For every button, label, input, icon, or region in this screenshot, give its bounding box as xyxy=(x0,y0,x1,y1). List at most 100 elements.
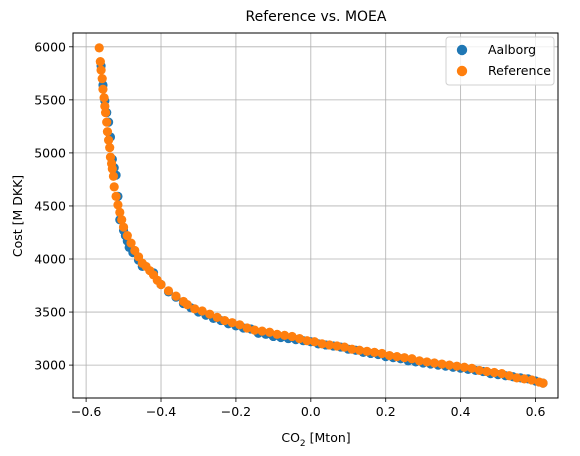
point-reference xyxy=(103,135,114,145)
x-tick-label: 0.2 xyxy=(376,404,396,419)
point-reference xyxy=(452,361,462,371)
point-reference xyxy=(99,93,109,103)
point-reference xyxy=(220,315,230,326)
point-reference xyxy=(235,320,245,330)
x-tick-label: −0.2 xyxy=(221,404,251,419)
y-tick-label: 3500 xyxy=(34,305,66,320)
x-tick-label: −0.4 xyxy=(146,404,176,419)
point-reference xyxy=(156,279,166,290)
point-reference xyxy=(538,378,548,388)
point-reference xyxy=(467,363,477,373)
point-reference xyxy=(212,312,222,322)
point-reference xyxy=(354,345,365,355)
point-reference xyxy=(100,107,111,118)
point-reference xyxy=(105,142,115,153)
point-reference xyxy=(302,336,312,346)
point-reference xyxy=(482,366,492,377)
point-reference xyxy=(512,373,522,383)
point-reference xyxy=(163,286,174,296)
point-reference xyxy=(444,360,454,370)
legend-label-aalborg: Aalborg xyxy=(488,42,536,57)
point-reference xyxy=(107,164,117,174)
point-reference xyxy=(94,43,104,53)
y-tick-label: 5500 xyxy=(34,92,66,107)
point-reference xyxy=(108,171,119,181)
point-reference xyxy=(242,323,252,333)
legend-box xyxy=(445,36,555,86)
point-reference xyxy=(126,238,136,248)
point-reference xyxy=(332,341,342,351)
point-reference xyxy=(474,365,484,376)
point-reference xyxy=(422,357,432,367)
legend-marker-aalborg xyxy=(456,44,468,56)
point-reference xyxy=(309,337,320,347)
point-reference xyxy=(384,350,395,361)
point-reference xyxy=(437,359,447,369)
point-reference xyxy=(429,358,440,368)
point-reference xyxy=(102,117,112,127)
y-tick-label: 5000 xyxy=(34,145,66,160)
point-reference xyxy=(362,346,372,356)
point-reference xyxy=(280,330,290,340)
point-reference xyxy=(182,300,192,310)
point-reference xyxy=(377,348,387,359)
plot-frame xyxy=(72,32,559,399)
point-reference xyxy=(95,57,105,67)
point-reference xyxy=(399,353,410,363)
point-reference xyxy=(115,207,125,217)
point-reference xyxy=(109,182,119,192)
point-reference xyxy=(171,291,181,301)
x-axis-label: CO2 [Mton] xyxy=(281,430,350,449)
point-reference xyxy=(98,84,108,94)
point-reference xyxy=(287,331,297,342)
point-reference xyxy=(197,306,207,316)
x-tick-label: −0.6 xyxy=(71,404,101,419)
point-reference xyxy=(102,127,113,137)
point-reference xyxy=(205,309,215,319)
legend-label-reference: Reference xyxy=(488,63,551,78)
point-reference xyxy=(97,74,107,84)
point-reference xyxy=(369,347,380,357)
x-axis-ticks: −0.6 −0.4 −0.2 0.0 0.2 0.4 0.6 xyxy=(71,398,546,419)
point-reference xyxy=(113,200,123,210)
legend: Aalborg Reference xyxy=(445,36,555,86)
x-tick-label: 0.0 xyxy=(301,404,321,419)
point-reference xyxy=(519,374,529,384)
point-reference xyxy=(392,352,402,362)
legend-marker-reference xyxy=(456,65,468,77)
y-tick-label: 6000 xyxy=(34,39,66,54)
point-reference xyxy=(190,304,200,314)
point-reference xyxy=(414,356,425,366)
point-reference xyxy=(111,191,121,202)
point-reference xyxy=(118,222,129,232)
point-reference xyxy=(117,215,127,225)
point-reference xyxy=(407,354,417,364)
y-tick-label: 4000 xyxy=(34,252,66,267)
point-reference xyxy=(324,340,335,350)
point-reference xyxy=(272,329,282,339)
point-reference xyxy=(227,318,237,328)
point-reference xyxy=(317,339,327,349)
point-reference xyxy=(527,375,537,385)
y-tick-label: 4500 xyxy=(34,198,66,213)
point-reference xyxy=(339,342,350,352)
point-reference xyxy=(347,344,357,354)
point-reference xyxy=(497,368,507,379)
point-reference xyxy=(459,362,469,372)
point-reference xyxy=(122,231,132,241)
point-reference xyxy=(489,367,499,378)
y-axis-ticks: 3000 3500 4000 4500 5000 5500 6000 xyxy=(34,39,73,373)
point-reference xyxy=(96,65,106,75)
point-reference xyxy=(250,325,260,335)
chart-title: Reference vs. MOEA xyxy=(246,9,387,25)
y-axis-label: Cost [M DKK] xyxy=(10,175,25,257)
y-tick-label: 3000 xyxy=(34,358,66,373)
point-reference xyxy=(294,333,305,344)
x-tick-label: 0.6 xyxy=(526,404,546,419)
point-reference xyxy=(257,326,267,336)
series-aalborg xyxy=(96,61,548,388)
point-reference xyxy=(265,327,275,337)
series-reference xyxy=(94,43,548,388)
point-reference xyxy=(504,371,514,381)
